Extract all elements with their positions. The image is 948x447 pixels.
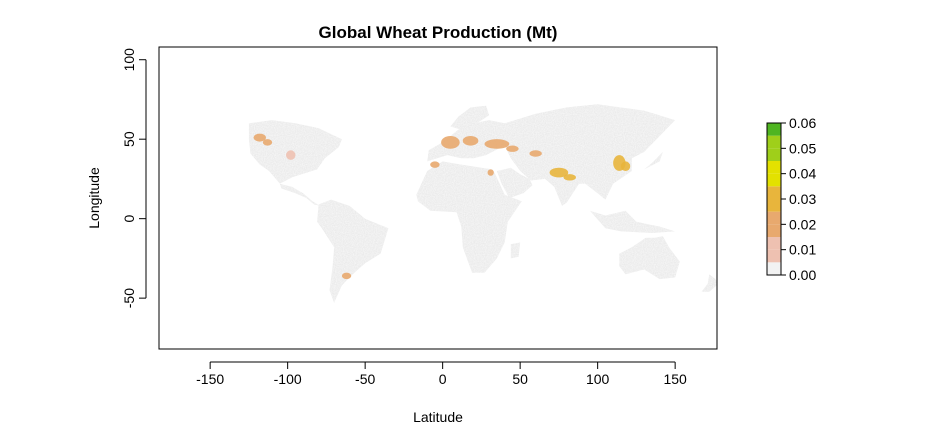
hotspot-9 bbox=[549, 167, 569, 178]
colorbar-tick-label: 0.06 bbox=[789, 115, 816, 131]
y-tick-label: -50 bbox=[121, 288, 137, 308]
y-axis: 100 50 0 -50 bbox=[121, 48, 147, 308]
hotspot-1 bbox=[262, 139, 273, 146]
y-tick-label: 0 bbox=[121, 215, 137, 223]
hotspot-3 bbox=[341, 272, 352, 280]
colorbar-segment bbox=[767, 224, 781, 237]
colorbar-segment bbox=[767, 123, 781, 136]
hotspot-2 bbox=[286, 150, 296, 160]
x-tick-label: 0 bbox=[439, 371, 447, 387]
colorbar-segment bbox=[767, 237, 781, 250]
x-tick-label: 50 bbox=[512, 371, 528, 387]
hotspot-4 bbox=[441, 135, 460, 149]
hotspot-13 bbox=[430, 161, 440, 168]
x-tick-label: -100 bbox=[274, 371, 302, 387]
colorbar-tick-label: 0.03 bbox=[789, 191, 816, 207]
colorbar-segment bbox=[767, 211, 781, 225]
y-axis-label: Longitude bbox=[86, 167, 102, 229]
y-tick-label: 100 bbox=[121, 48, 137, 72]
colorbar-segment bbox=[767, 199, 781, 212]
chart-title: Global Wheat Production (Mt) bbox=[319, 23, 558, 42]
x-tick-label: 100 bbox=[586, 371, 610, 387]
hotspot-0 bbox=[253, 133, 266, 142]
land-mass-layer bbox=[159, 47, 717, 349]
y-tick-label: 50 bbox=[121, 131, 137, 147]
colorbar-tick-label: 0.00 bbox=[789, 267, 816, 283]
plot-frame bbox=[158, 46, 718, 350]
hotspot-5 bbox=[462, 135, 479, 146]
hotspot-8 bbox=[529, 150, 542, 157]
colorbar-tick-label: 0.05 bbox=[789, 140, 816, 156]
hotspot-7 bbox=[506, 145, 519, 152]
colorbar-legend: 0.00 0.01 0.02 0.03 0.04 0.05 0.06 bbox=[766, 115, 816, 283]
raster-grain bbox=[159, 47, 717, 349]
x-tick-label: 150 bbox=[663, 371, 687, 387]
colorbar-segment bbox=[767, 249, 781, 263]
colorbar-segment bbox=[767, 135, 781, 149]
hotspot-12 bbox=[620, 161, 631, 172]
hotspot-6 bbox=[484, 139, 510, 149]
colorbar-tick-label: 0.04 bbox=[789, 166, 816, 182]
production-hotspot-layer bbox=[253, 133, 631, 280]
colorbar-segment bbox=[767, 161, 781, 174]
x-tick-label: -50 bbox=[355, 371, 375, 387]
colorbar-segment bbox=[767, 173, 781, 187]
hotspot-10 bbox=[563, 174, 576, 181]
x-axis-label: Latitude bbox=[413, 409, 463, 425]
colorbar-tick-label: 0.02 bbox=[789, 216, 816, 232]
colorbar-segment bbox=[767, 262, 781, 275]
x-tick-label: -150 bbox=[196, 371, 224, 387]
plot-area bbox=[159, 47, 717, 349]
colorbar-segment bbox=[767, 148, 781, 161]
hotspot-14 bbox=[487, 169, 494, 176]
x-axis: -150 -100 -50 0 50 100 150 bbox=[196, 361, 687, 387]
colorbar-segment bbox=[767, 186, 781, 199]
colorbar-tick-label: 0.01 bbox=[789, 242, 816, 258]
